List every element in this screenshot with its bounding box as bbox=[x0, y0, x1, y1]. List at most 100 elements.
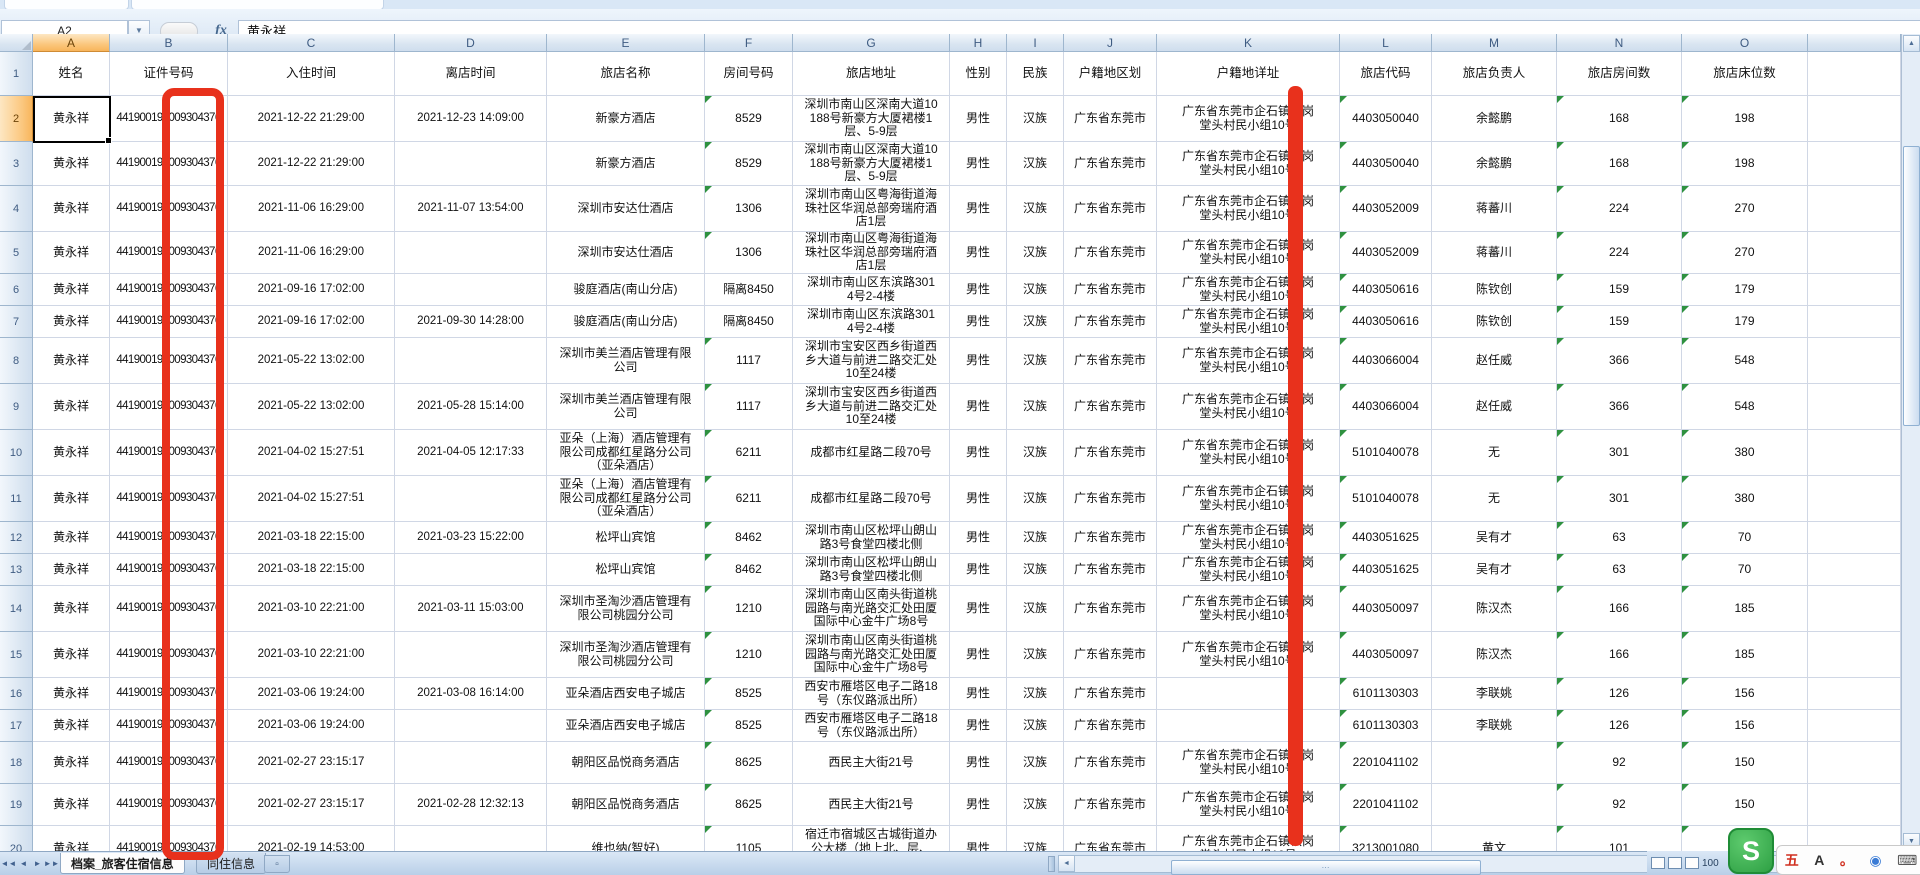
cell-N14[interactable]: 166 bbox=[1557, 586, 1682, 632]
cell-K13[interactable]: 广东省东莞市企石镇铁岗堂头村民小组10号 bbox=[1157, 554, 1340, 586]
cell-N3[interactable]: 168 bbox=[1557, 142, 1682, 186]
cell-O18[interactable]: 150 bbox=[1682, 742, 1808, 784]
insert-worksheet-icon[interactable]: ▫ bbox=[264, 855, 290, 873]
cell-F8[interactable]: 1117 bbox=[705, 338, 793, 384]
row-header-10[interactable]: 10 bbox=[0, 430, 33, 476]
column-header-H[interactable]: H bbox=[950, 34, 1007, 52]
cell-E5[interactable]: 深圳市安达仕酒店 bbox=[547, 232, 705, 274]
cell-L10[interactable]: 5101040078 bbox=[1340, 430, 1432, 476]
cell-N6[interactable]: 159 bbox=[1557, 274, 1682, 306]
row-header-11[interactable]: 11 bbox=[0, 476, 33, 522]
cell-L1[interactable]: 旅店代码 bbox=[1340, 52, 1432, 96]
cell-F1[interactable]: 房间号码 bbox=[705, 52, 793, 96]
cell-J8[interactable]: 广东省东莞市 bbox=[1064, 338, 1157, 384]
cell-O6[interactable]: 179 bbox=[1682, 274, 1808, 306]
page-layout-view-icon[interactable] bbox=[1668, 857, 1682, 869]
cell-O12[interactable]: 70 bbox=[1682, 522, 1808, 554]
cell-G10[interactable]: 成都市红星路二段70号 bbox=[793, 430, 950, 476]
cell-L9[interactable]: 4403066004 bbox=[1340, 384, 1432, 430]
cell-D5[interactable] bbox=[395, 232, 547, 274]
cell-F17[interactable]: 8525 bbox=[705, 710, 793, 742]
cell-G3[interactable]: 深圳市南山区深南大道10188号新豪方大厦裙楼1层、5-9层 bbox=[793, 142, 950, 186]
cell-H9[interactable]: 男性 bbox=[950, 384, 1007, 430]
cell-E2[interactable]: 新豪方酒店 bbox=[547, 96, 705, 142]
cell-K4[interactable]: 广东省东莞市企石镇铁岗堂头村民小组10号 bbox=[1157, 186, 1340, 232]
cell-H18[interactable]: 男性 bbox=[950, 742, 1007, 784]
cell-E15[interactable]: 深圳市圣淘沙酒店管理有限公司桃园分公司 bbox=[547, 632, 705, 678]
cell-I15[interactable]: 汉族 bbox=[1007, 632, 1064, 678]
cell-M16[interactable]: 李联姚 bbox=[1432, 678, 1557, 710]
cell-G2[interactable]: 深圳市南山区深南大道10188号新豪方大厦裙楼1层、5-9层 bbox=[793, 96, 950, 142]
cell-E6[interactable]: 骏庭酒店(南山分店) bbox=[547, 274, 705, 306]
row-header-7[interactable]: 7 bbox=[0, 306, 33, 338]
cell-M4[interactable]: 蒋蕃川 bbox=[1432, 186, 1557, 232]
cell-A19[interactable]: 黄永祥 bbox=[33, 784, 110, 826]
select-all-corner[interactable] bbox=[0, 34, 33, 52]
cell-J18[interactable]: 广东省东莞市 bbox=[1064, 742, 1157, 784]
cell-K9[interactable]: 广东省东莞市企石镇铁岗堂头村民小组10号 bbox=[1157, 384, 1340, 430]
cell-L13[interactable]: 4403051625 bbox=[1340, 554, 1432, 586]
cell-C6[interactable]: 2021-09-16 17:02:00 bbox=[228, 274, 395, 306]
ime-keyboard-icon[interactable]: ⌨ bbox=[1897, 851, 1918, 868]
cell-C12[interactable]: 2021-03-18 22:15:00 bbox=[228, 522, 395, 554]
cell-C9[interactable]: 2021-05-22 13:02:00 bbox=[228, 384, 395, 430]
cell-N4[interactable]: 224 bbox=[1557, 186, 1682, 232]
column-header-N[interactable]: N bbox=[1557, 34, 1682, 52]
vertical-scroll-thumb[interactable] bbox=[1903, 146, 1920, 426]
cell-N5[interactable]: 224 bbox=[1557, 232, 1682, 274]
cell-K20[interactable]: 广东省东莞市企石镇铁岗堂头村民小组10号 bbox=[1157, 826, 1340, 851]
cell-O1[interactable]: 旅店床位数 bbox=[1682, 52, 1808, 96]
ime-punctuation-icon[interactable]: 。 bbox=[1839, 852, 1854, 868]
cell-I8[interactable]: 汉族 bbox=[1007, 338, 1064, 384]
cell-H15[interactable]: 男性 bbox=[950, 632, 1007, 678]
cell-D3[interactable] bbox=[395, 142, 547, 186]
cell-D19[interactable]: 2021-02-28 12:32:13 bbox=[395, 784, 547, 826]
column-header-A[interactable]: A bbox=[33, 34, 110, 52]
cell-N17[interactable]: 126 bbox=[1557, 710, 1682, 742]
cell-H3[interactable]: 男性 bbox=[950, 142, 1007, 186]
cell-E3[interactable]: 新豪方酒店 bbox=[547, 142, 705, 186]
cell-D1[interactable]: 离店时间 bbox=[395, 52, 547, 96]
cell-O2[interactable]: 198 bbox=[1682, 96, 1808, 142]
cell-H14[interactable]: 男性 bbox=[950, 586, 1007, 632]
row-header-12[interactable]: 12 bbox=[0, 522, 33, 554]
input-method-toolbar[interactable]: 五 A 。 ◉ ⌨ bbox=[1776, 845, 1920, 875]
cell-O13[interactable]: 70 bbox=[1682, 554, 1808, 586]
cell-N12[interactable]: 63 bbox=[1557, 522, 1682, 554]
cell-K19[interactable]: 广东省东莞市企石镇铁岗堂头村民小组10号 bbox=[1157, 784, 1340, 826]
cell-C5[interactable]: 2021-11-06 16:29:00 bbox=[228, 232, 395, 274]
cell-C14[interactable]: 2021-03-10 22:21:00 bbox=[228, 586, 395, 632]
cell-J12[interactable]: 广东省东莞市 bbox=[1064, 522, 1157, 554]
cell-O4[interactable]: 270 bbox=[1682, 186, 1808, 232]
cell-A18[interactable]: 黄永祥 bbox=[33, 742, 110, 784]
horizontal-scrollbar[interactable]: ⋯ bbox=[1058, 855, 1901, 875]
cell-M18[interactable] bbox=[1432, 742, 1557, 784]
cell-E1[interactable]: 旅店名称 bbox=[547, 52, 705, 96]
cell-H13[interactable]: 男性 bbox=[950, 554, 1007, 586]
cell-L4[interactable]: 4403052009 bbox=[1340, 186, 1432, 232]
cell-M20[interactable]: 黄文 bbox=[1432, 826, 1557, 851]
cell-H7[interactable]: 男性 bbox=[950, 306, 1007, 338]
cell-O7[interactable]: 179 bbox=[1682, 306, 1808, 338]
cell-I19[interactable]: 汉族 bbox=[1007, 784, 1064, 826]
cell-F3[interactable]: 8529 bbox=[705, 142, 793, 186]
cell-C20[interactable]: 2021-02-19 14:53:00 bbox=[228, 826, 395, 851]
cell-D13[interactable] bbox=[395, 554, 547, 586]
cell-H12[interactable]: 男性 bbox=[950, 522, 1007, 554]
cell-C17[interactable]: 2021-03-06 19:24:00 bbox=[228, 710, 395, 742]
column-header-G[interactable]: G bbox=[793, 34, 950, 52]
cell-E4[interactable]: 深圳市安达仕酒店 bbox=[547, 186, 705, 232]
cell-J5[interactable]: 广东省东莞市 bbox=[1064, 232, 1157, 274]
cell-D6[interactable] bbox=[395, 274, 547, 306]
scroll-up-icon[interactable]: ▲ bbox=[1903, 35, 1920, 52]
last-sheet-icon[interactable]: ►► bbox=[43, 859, 60, 868]
cell-A7[interactable]: 黄永祥 bbox=[33, 306, 110, 338]
cell-J16[interactable]: 广东省东莞市 bbox=[1064, 678, 1157, 710]
cell-O11[interactable]: 380 bbox=[1682, 476, 1808, 522]
cell-J14[interactable]: 广东省东莞市 bbox=[1064, 586, 1157, 632]
cell-K2[interactable]: 广东省东莞市企石镇铁岗堂头村民小组10号 bbox=[1157, 96, 1340, 142]
cell-N2[interactable]: 168 bbox=[1557, 96, 1682, 142]
cell-G8[interactable]: 深圳市宝安区西乡街道西乡大道与前进二路交汇处10至24楼 bbox=[793, 338, 950, 384]
cell-L16[interactable]: 6101130303 bbox=[1340, 678, 1432, 710]
cell-E11[interactable]: 亚朵（上海）酒店管理有限公司成都红星路分公司（亚朵酒店） bbox=[547, 476, 705, 522]
